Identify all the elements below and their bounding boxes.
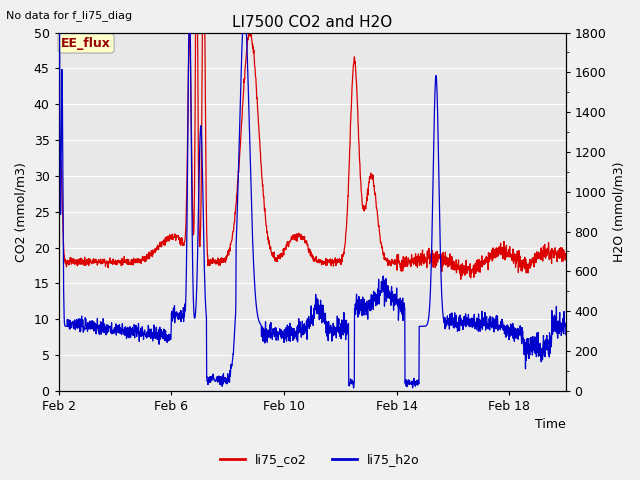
Text: EE_flux: EE_flux <box>61 37 111 50</box>
Legend: li75_co2, li75_h2o: li75_co2, li75_h2o <box>215 448 425 471</box>
Title: LI7500 CO2 and H2O: LI7500 CO2 and H2O <box>232 15 392 30</box>
Y-axis label: H2O (mmol/m3): H2O (mmol/m3) <box>612 161 625 262</box>
X-axis label: Time: Time <box>535 419 566 432</box>
Y-axis label: CO2 (mmol/m3): CO2 (mmol/m3) <box>15 162 28 262</box>
Text: No data for f_li75_diag: No data for f_li75_diag <box>6 10 132 21</box>
